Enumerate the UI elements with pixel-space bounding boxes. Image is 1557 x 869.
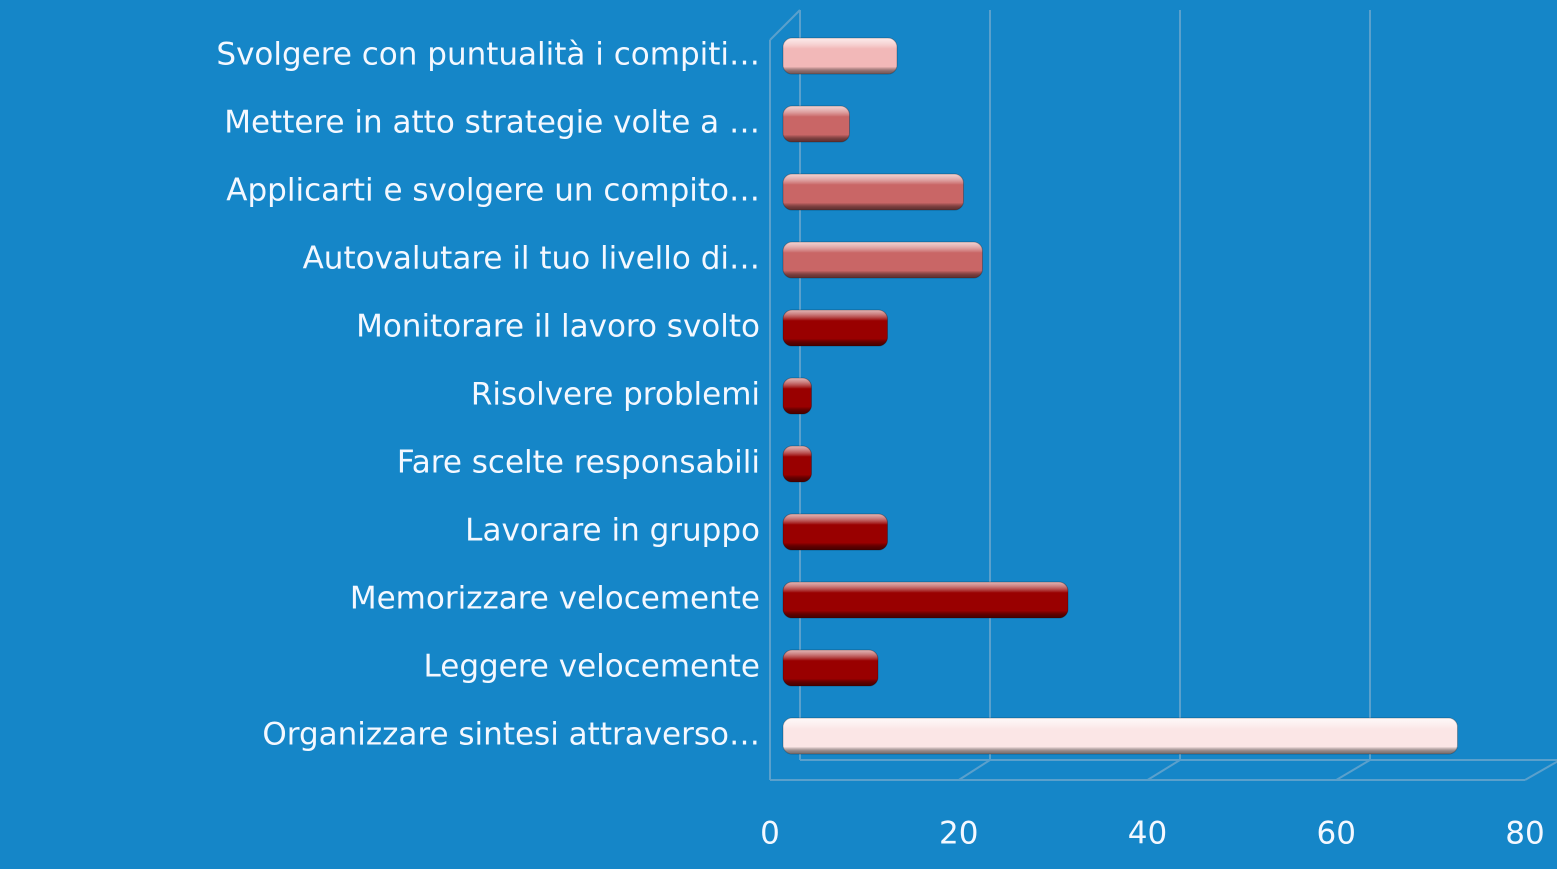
- x-tick-label: 0: [760, 816, 780, 852]
- grid-line-floor: [1335, 759, 1371, 781]
- bar: [782, 649, 879, 687]
- x-tick-label: 20: [939, 816, 978, 852]
- grid-line-floor: [1524, 760, 1557, 781]
- bar: [782, 173, 964, 211]
- bar: [782, 717, 1458, 755]
- grid-line-floor: [1146, 759, 1181, 781]
- y-tick-label: Risolvere problemi: [471, 377, 760, 413]
- bar: [782, 105, 850, 143]
- y-tick-label: Mettere in atto strategie volte a …: [224, 105, 760, 141]
- bar: [782, 241, 983, 279]
- y-tick-label: Leggere velocemente: [424, 649, 760, 685]
- x-tick-label: 80: [1505, 816, 1544, 852]
- y-tick-label: Lavorare in gruppo: [465, 513, 760, 549]
- y-tick-label: Svolgere con puntualità i compiti…: [216, 37, 760, 73]
- y-tick-label: Autovalutare il tuo livello di…: [303, 241, 760, 277]
- bar: [782, 377, 812, 415]
- y-tick-label: Applicarti e svolgere un compito…: [226, 173, 760, 209]
- x-tick-label: 40: [1128, 816, 1167, 852]
- bar: [782, 37, 898, 75]
- y-tick-label: Monitorare il lavoro svolto: [356, 309, 760, 345]
- grid-line-floor: [958, 759, 991, 781]
- y-tick-label: Fare scelte responsabili: [397, 445, 760, 481]
- bar: [782, 513, 888, 551]
- bar: [782, 581, 1069, 619]
- left-wall-top: [769, 9, 801, 41]
- bar: [782, 309, 888, 347]
- y-tick-label: Organizzare sintesi attraverso…: [262, 717, 760, 753]
- y-tick-label: Memorizzare velocemente: [350, 581, 760, 617]
- bar: [782, 445, 812, 483]
- x-tick-label: 60: [1317, 816, 1356, 852]
